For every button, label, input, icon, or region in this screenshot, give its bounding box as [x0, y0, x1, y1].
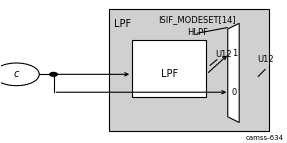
Text: LPF: LPF: [161, 69, 178, 79]
Text: ISIF_MODESET[14]: ISIF_MODESET[14]: [158, 15, 236, 24]
Text: LPF: LPF: [114, 19, 131, 29]
Text: c: c: [14, 69, 19, 79]
Text: camss-634: camss-634: [245, 135, 284, 141]
Bar: [109, 9, 269, 131]
Text: 0: 0: [232, 88, 237, 97]
Polygon shape: [228, 23, 239, 123]
Text: 1: 1: [232, 49, 237, 58]
Text: U12: U12: [258, 55, 274, 64]
Text: U12: U12: [215, 50, 232, 59]
Circle shape: [50, 73, 57, 76]
Bar: [132, 40, 206, 97]
Text: HLPF: HLPF: [187, 28, 208, 37]
